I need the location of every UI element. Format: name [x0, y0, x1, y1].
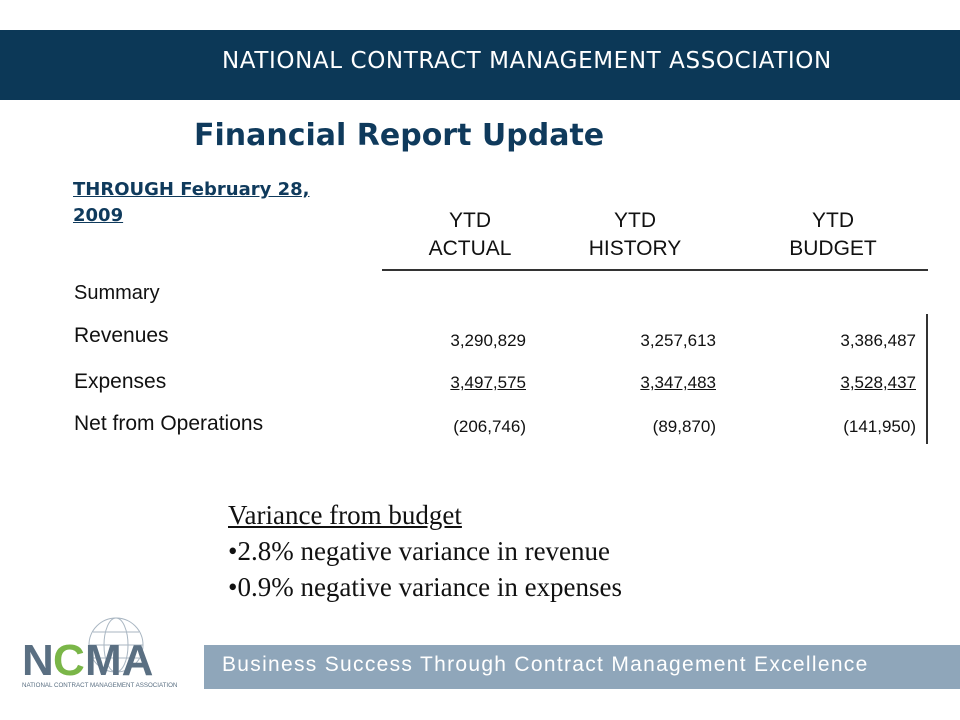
globe-icon	[88, 617, 144, 673]
expenses-budget: 3,528,437	[840, 373, 916, 392]
row-label-net-from-operations: Net from Operations	[74, 412, 264, 435]
header-rule	[382, 269, 928, 271]
row-label-expenses: Expenses	[74, 370, 167, 393]
column-header-history: YTD HISTORY	[565, 207, 705, 263]
expenses-actual: 3,497,575	[450, 373, 526, 392]
column-header-budget: YTD BUDGET	[763, 207, 903, 263]
org-name-header: NATIONAL CONTRACT MANAGEMENT ASSOCIATION	[222, 48, 832, 74]
summary-label: Summary	[74, 282, 160, 304]
revenues-actual: 3,290,829	[450, 331, 526, 350]
variance-heading: Variance from budget	[228, 500, 462, 530]
column-header-line1: YTD	[812, 209, 854, 232]
footer-tagline: Business Success Through Contract Manage…	[222, 653, 869, 676]
variance-bullet-revenue: •2.8% negative variance in revenue	[228, 536, 611, 566]
variance-section: Variance from budget •2.8% negative vari…	[228, 497, 622, 605]
logo-wordmark-n: N	[22, 636, 54, 685]
table-right-border	[926, 314, 928, 444]
logo-subtext: NATIONAL CONTRACT MANAGEMENT ASSOCIATION	[22, 682, 177, 689]
net-history: (89,870)	[652, 417, 716, 436]
net-budget: (141,950)	[843, 417, 916, 436]
revenues-budget: 3,386,487	[840, 331, 916, 350]
period-label: THROUGH February 28, 2009	[73, 177, 373, 229]
expenses-history: 3,347,483	[640, 373, 716, 392]
net-actual: (206,746)	[453, 417, 526, 436]
column-header-actual: YTD ACTUAL	[405, 207, 535, 263]
footer-band	[204, 645, 960, 689]
row-label-revenues: Revenues	[74, 324, 169, 347]
column-header-line2: BUDGET	[789, 237, 877, 260]
column-header-line2: ACTUAL	[428, 237, 512, 260]
logo-wordmark-c: C	[53, 636, 85, 685]
ncma-logo: N C MA NATIONAL CONTRACT MANAGEMENT ASSO…	[20, 615, 190, 695]
column-header-line1: YTD	[449, 209, 491, 232]
variance-bullet-expenses: •0.9% negative variance in expenses	[228, 572, 623, 602]
ncma-logo-graphic: N C MA NATIONAL CONTRACT MANAGEMENT ASSO…	[22, 617, 177, 689]
logo-wordmark-ma: MA	[85, 636, 153, 685]
period-label-line1: THROUGH February 28,	[73, 179, 310, 200]
header-band	[0, 30, 960, 100]
column-header-line1: YTD	[614, 209, 656, 232]
column-header-line2: HISTORY	[588, 237, 682, 260]
revenues-history: 3,257,613	[640, 331, 716, 350]
report-title: Financial Report Update	[194, 118, 605, 153]
period-label-line2: 2009	[73, 205, 124, 226]
